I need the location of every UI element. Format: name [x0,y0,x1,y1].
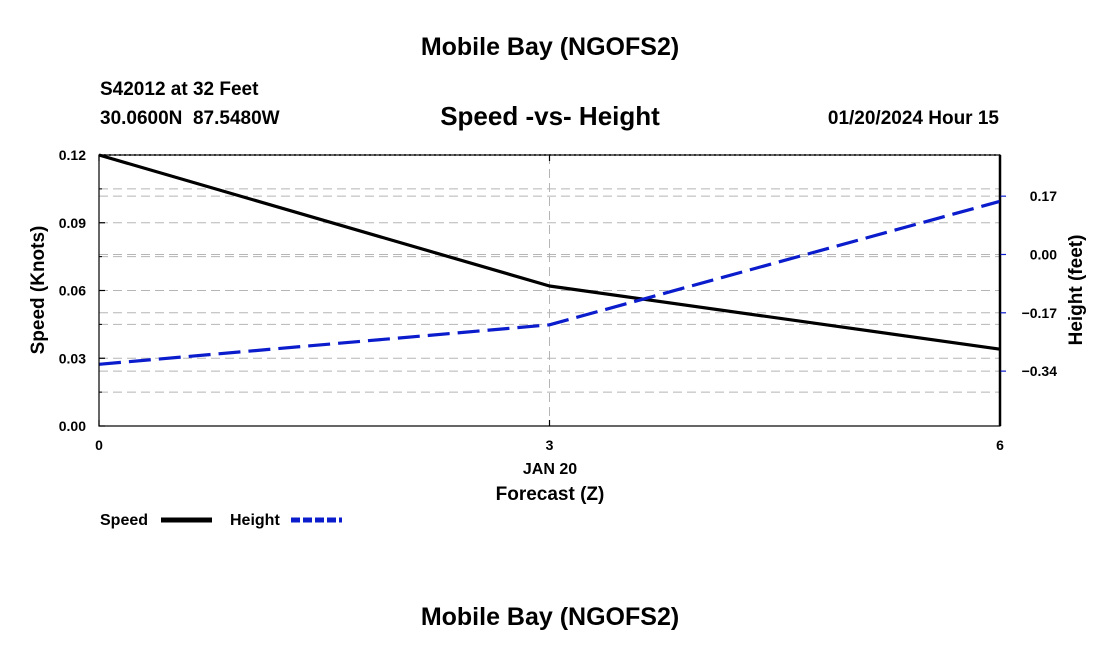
plot-frame [98,154,1001,427]
legend: Speed Height [100,512,342,529]
legend-height-label: Height [230,512,280,529]
top-title: Mobile Bay (NGOFS2) [421,33,679,61]
station-depth: S42012 at 32 Feet [100,79,259,100]
left-tick-label: 0.09 [59,215,86,231]
right-axis-label: Height (feet) [1066,235,1087,346]
x-axis-label: Forecast (Z) [496,484,605,505]
left-tick-label: 0.03 [59,350,86,366]
legend-speed-label: Speed [100,512,148,529]
right-tick-label: 0.17 [1030,188,1057,204]
left-tick-label: 0.00 [59,418,86,434]
right-tick-label: −0.17 [1022,305,1058,321]
station-coordinates: 30.0600N 87.5480W [100,108,280,129]
right-tick-label: −0.34 [1022,363,1058,379]
forecast-datetime: 01/20/2024 Hour 15 [828,108,1000,129]
left-tick-label: 0.06 [59,283,86,299]
right-tick-label: 0.00 [1030,246,1057,262]
left-axis-label: Speed (Knots) [28,226,49,355]
x-date-label: JAN 20 [523,461,577,478]
bottom-title: Mobile Bay (NGOFS2) [421,603,679,631]
x-tick-label: 0 [95,437,103,453]
chart-title: Speed -vs- Height [440,101,660,131]
left-axis: 0.00 0.03 0.06 0.09 0.12 [59,147,105,434]
x-tick-label: 6 [996,437,1004,453]
right-axis: −0.34 −0.17 0.00 0.17 [998,155,1058,426]
left-tick-label: 0.12 [59,147,86,163]
x-tick-label: 3 [546,437,554,453]
